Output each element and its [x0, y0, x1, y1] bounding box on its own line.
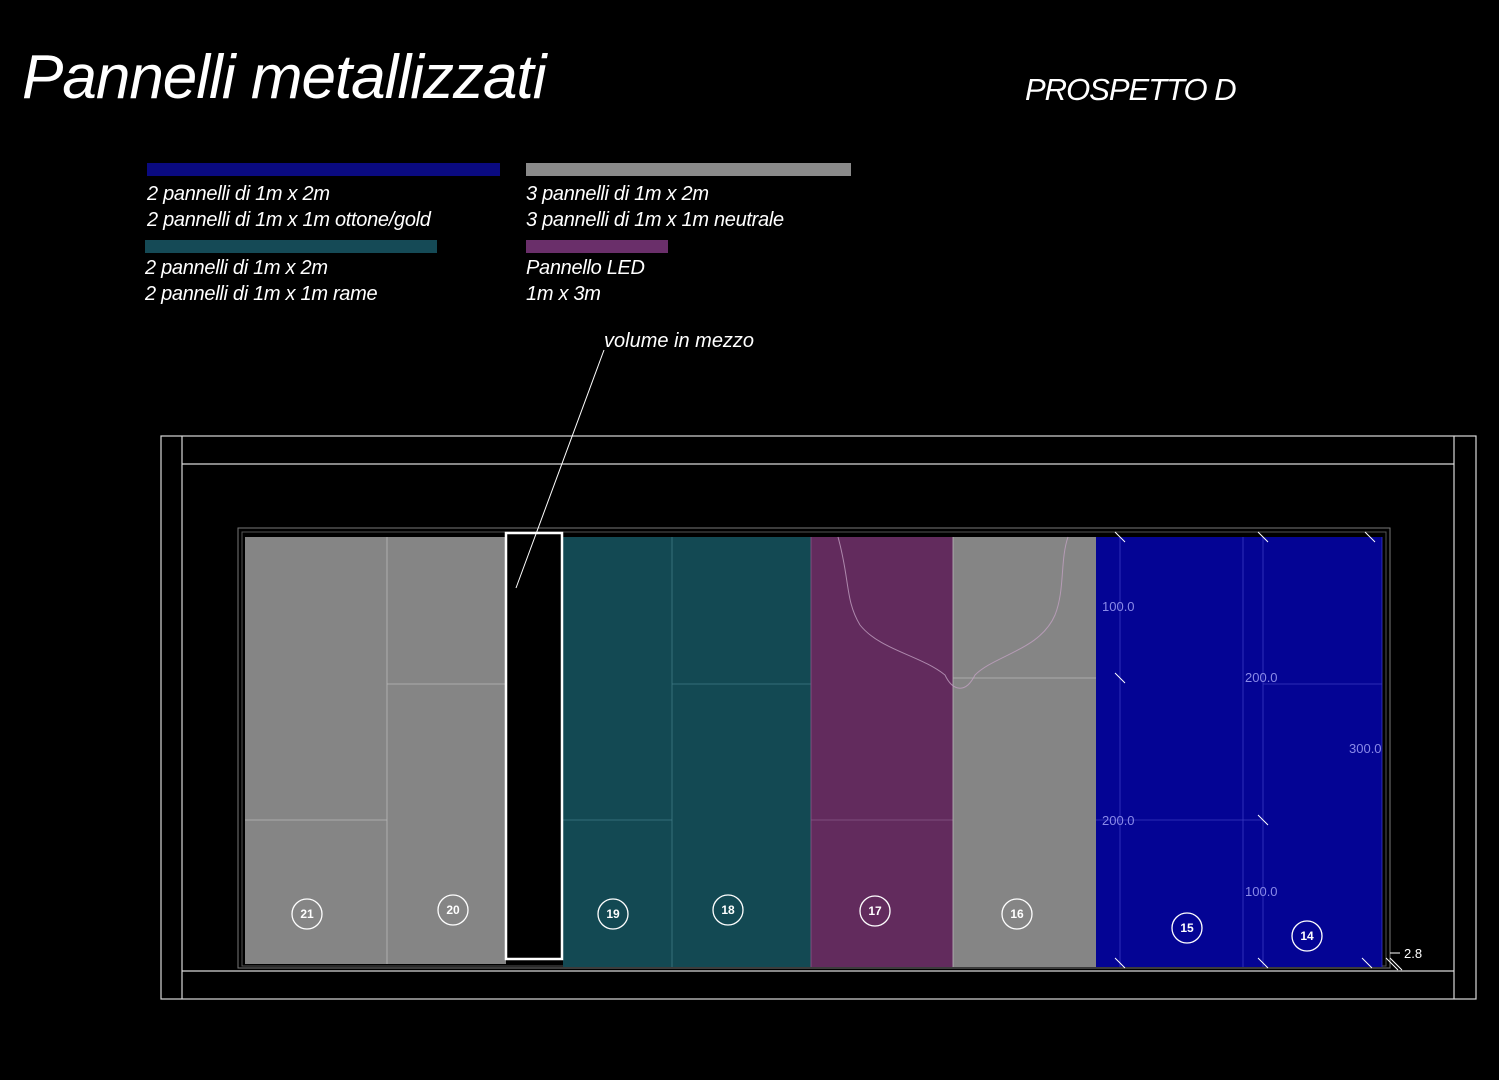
panel-number-19: 19 [597, 898, 629, 930]
panel-number-label: 17 [868, 904, 882, 918]
panel-group-led [811, 537, 953, 967]
panel-number-label: 16 [1010, 907, 1024, 921]
dimension-tick [1114, 957, 1126, 969]
legend-swatch-copper [145, 240, 437, 253]
legend-swatch-neutral [526, 163, 851, 176]
panel-number-label: 15 [1180, 921, 1194, 935]
legend-led-line1: Pannello LED [526, 257, 645, 279]
dimension-tick [1257, 814, 1269, 826]
dimension-label: 300.0 [1349, 741, 1382, 756]
panel-number-circle [1171, 912, 1203, 944]
legend-neutral-line1: 3 pannelli di 1m x 2m [526, 183, 709, 205]
panel-number-circle [597, 898, 629, 930]
panel-number-label: 20 [446, 903, 460, 917]
dimension-label: 2.8 [1404, 946, 1422, 961]
dimension-tick [1257, 957, 1269, 969]
legend-neutral-text: 3 pannelli di 1m x 2m 3 pannelli di 1m x… [526, 181, 784, 233]
frame-lines [160, 435, 1477, 1000]
legend-copper-text: 2 pannelli di 1m x 2m 2 pannelli di 1m x… [145, 255, 378, 307]
dimension-tick [1389, 957, 1403, 971]
legend-gold-line1: 2 pannelli di 1m x 2m [147, 183, 330, 205]
panel-number-16: 16 [1001, 898, 1033, 930]
dimension-tick [1364, 531, 1376, 543]
dimension-tick [1257, 531, 1269, 543]
legend-led-line2: 1m x 3m [526, 283, 601, 305]
panel-group-teal [563, 537, 811, 967]
panel-divisions [245, 537, 1383, 967]
panel-number-label: 21 [300, 907, 314, 921]
page-title: Pannelli metallizzati [22, 43, 546, 112]
panel-number-circle [437, 894, 469, 926]
decor-curve [837, 536, 1069, 689]
panel-number-circle [1291, 920, 1323, 952]
panel-number-label: 14 [1300, 929, 1314, 943]
legend-copper-line2: 2 pannelli di 1m x 1m rame [145, 283, 378, 305]
dimension-ticks [1114, 531, 1403, 971]
dimension-tick [1114, 672, 1126, 684]
annotation-leader [515, 349, 605, 589]
panel-group-blue [1096, 537, 1382, 967]
panel-number-17: 17 [859, 895, 891, 927]
dimension-label: 100.0 [1102, 599, 1135, 614]
panel-number-bubbles: 21 20 19 18 17 16 15 14 [291, 894, 1323, 952]
panel-number-14: 14 [1291, 920, 1323, 952]
dimension-tick [1361, 957, 1373, 969]
elevation-label: PROSPETTO D [1025, 72, 1237, 107]
central-volume [504, 531, 564, 961]
legend-gold-line2: 2 pannelli di 1m x 1m ottone/gold [147, 209, 431, 231]
dimension-tick [1385, 957, 1399, 971]
panel-number-label: 19 [606, 907, 620, 921]
panel-number-circle [712, 894, 744, 926]
panel-group-grey-left [245, 537, 506, 964]
legend-copper-line1: 2 pannelli di 1m x 2m [145, 257, 328, 279]
outer-frame [160, 435, 1477, 1000]
dimension-label: 200.0 [1245, 670, 1278, 685]
legend-neutral-line2: 3 pannelli di 1m x 1m neutrale [526, 209, 784, 231]
annotation-volume: volume in mezzo [604, 330, 755, 352]
legend-gold-text: 2 pannelli di 1m x 2m 2 pannelli di 1m x… [147, 181, 431, 233]
panel-number-20: 20 [437, 894, 469, 926]
panel-number-circle [291, 898, 323, 930]
panel-number-21: 21 [291, 898, 323, 930]
dimension-label: 200.0 [1102, 813, 1135, 828]
panel-group-grey-right [953, 537, 1096, 967]
panel-number-15: 15 [1171, 912, 1203, 944]
dimension-tick [1114, 531, 1126, 543]
wall-outline [237, 527, 1391, 969]
dimension-label: 100.0 [1245, 884, 1278, 899]
legend-swatch-led [526, 240, 668, 253]
panel-number-circle [859, 895, 891, 927]
panel-number-18: 18 [712, 894, 744, 926]
panel-number-label: 18 [721, 903, 735, 917]
legend-swatch-gold [147, 163, 500, 176]
panel-number-circle [1001, 898, 1033, 930]
legend-led-text: Pannello LED 1m x 3m [526, 255, 645, 307]
